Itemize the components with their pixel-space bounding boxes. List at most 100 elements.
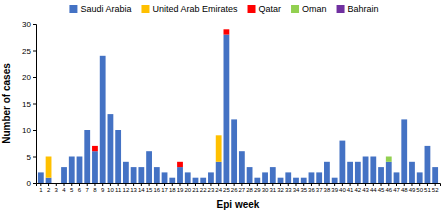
tick: 11 xyxy=(115,183,122,193)
tick: 48 xyxy=(401,183,408,193)
bar-segment xyxy=(378,167,384,183)
tick: 14 xyxy=(138,183,145,193)
bar-segment xyxy=(355,161,361,162)
legend-item: United Arab Emirates xyxy=(141,4,238,14)
bar-segment xyxy=(100,55,106,56)
tick-mark xyxy=(411,183,412,186)
bar-segment xyxy=(84,130,90,131)
legend-swatch xyxy=(248,5,256,13)
bar-segment xyxy=(146,151,152,152)
bar-segment xyxy=(254,177,260,178)
bar-segment xyxy=(425,145,431,146)
bar-segment xyxy=(108,114,114,115)
tick: 36 xyxy=(308,183,315,193)
bar-segment xyxy=(417,172,423,173)
series xyxy=(386,157,392,162)
tick-mark xyxy=(48,183,49,186)
bar-segment xyxy=(254,177,260,178)
tick-label: 47 xyxy=(393,187,400,193)
bar-segment xyxy=(309,172,315,183)
tick: 51 xyxy=(424,183,431,193)
tick-mark xyxy=(334,183,335,186)
bar-segment xyxy=(46,178,52,183)
tick: 33 xyxy=(285,183,292,193)
y-axis-title: Number of cases xyxy=(1,63,12,144)
bar-segment xyxy=(239,151,245,183)
bar-segment xyxy=(200,177,206,178)
tick-label: 43 xyxy=(362,187,369,193)
bar-segment xyxy=(92,145,98,146)
bar-segment xyxy=(262,172,268,173)
bar-segment xyxy=(193,177,199,178)
tick-label: 27 xyxy=(239,187,246,193)
bar-segment xyxy=(84,130,90,131)
tick-label: 30 xyxy=(22,20,31,29)
tick: 30 xyxy=(22,20,36,29)
bar-segment xyxy=(216,162,222,183)
bar-segment xyxy=(254,177,260,178)
bar-segment xyxy=(53,183,59,184)
bar-segment xyxy=(285,172,291,173)
bar-segment xyxy=(278,177,284,178)
tick-mark xyxy=(365,183,366,186)
bar-segment xyxy=(254,177,260,178)
bar-segment xyxy=(146,151,152,152)
tick: 9 xyxy=(101,183,105,193)
tick-label: 29 xyxy=(254,187,261,193)
bar-segment xyxy=(378,167,384,168)
bar-segment xyxy=(425,145,431,146)
tick-mark xyxy=(187,183,188,186)
tick-mark xyxy=(381,183,382,186)
tick-label: 25 xyxy=(22,47,31,56)
bar-segment xyxy=(363,156,369,157)
bar-segment xyxy=(293,178,299,183)
tick-mark xyxy=(435,183,436,186)
bar-segment xyxy=(38,172,44,173)
tick-mark xyxy=(33,157,36,158)
bar-segment xyxy=(339,140,345,141)
tick-label: 38 xyxy=(324,187,331,193)
tick-mark xyxy=(388,183,389,186)
tick: 32 xyxy=(277,183,284,193)
bar-segment xyxy=(46,156,52,157)
bar-segment xyxy=(339,140,345,141)
bar-segment xyxy=(378,167,384,168)
bar-segment xyxy=(193,178,199,183)
bar-segment xyxy=(417,172,423,173)
bar-segment xyxy=(208,172,214,173)
tick-label: 15 xyxy=(22,100,31,109)
tick-label: 30 xyxy=(262,187,269,193)
tick: 1 xyxy=(39,183,43,193)
bar-segment xyxy=(138,167,144,168)
bar-segment xyxy=(231,119,237,120)
bar-segment xyxy=(417,172,423,173)
bar-segment xyxy=(200,178,206,183)
bar-segment xyxy=(169,177,175,178)
tick-mark xyxy=(272,183,273,186)
tick-mark xyxy=(149,183,150,186)
bar-segment xyxy=(339,140,345,141)
bar-segment xyxy=(293,177,299,178)
tick-label: 6 xyxy=(78,187,82,193)
tick-mark xyxy=(156,183,157,186)
bar-segment xyxy=(69,157,75,184)
bar-segment xyxy=(239,151,245,152)
bar-segment xyxy=(185,172,191,173)
bar-segment xyxy=(100,55,106,56)
tick: 52 xyxy=(432,183,439,193)
bar-segment xyxy=(332,178,338,183)
bar-segment xyxy=(262,172,268,183)
bar-segment xyxy=(370,157,376,184)
tick-label: 35 xyxy=(300,187,307,193)
tick: 3 xyxy=(55,183,59,193)
tick-mark xyxy=(288,183,289,186)
tick-label: 10 xyxy=(107,187,114,193)
legend-swatch xyxy=(141,5,149,13)
tick-label: 40 xyxy=(339,187,346,193)
bar-segment xyxy=(239,151,245,152)
legend-swatch xyxy=(337,5,345,13)
bar-segment xyxy=(177,161,183,162)
tick-label: 36 xyxy=(308,187,315,193)
bar-segment xyxy=(69,156,75,157)
bar-segment xyxy=(154,167,160,168)
